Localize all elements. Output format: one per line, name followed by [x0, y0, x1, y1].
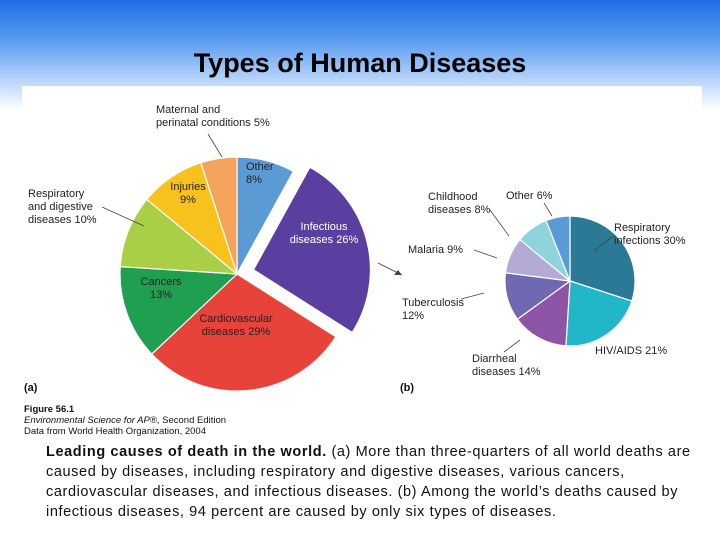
figure-source-line1: Environmental Science for AP®, Second Ed…	[24, 415, 226, 426]
pie-a-label-line: perinatal conditions 5%	[156, 117, 270, 129]
pie-a-label-injuries: Injuries 9%	[170, 181, 206, 206]
pie-a-label-infectious-diseases: Infectious diseases 26%	[290, 221, 359, 246]
pie-a-label-line: 8%	[246, 174, 262, 186]
pie-a-slice-respiratory-and-digestive-diseases	[119, 198, 239, 275]
zoom-arrow-head	[394, 270, 402, 275]
pie-b-label-line: diseases 8%	[428, 204, 491, 216]
pie-a-label-line: and digestive	[28, 201, 93, 213]
pie-b-label-respiratory-infections: Respiratory infections 30%	[614, 222, 686, 247]
pie-b-leader-childhood-diseases	[489, 209, 510, 237]
pie-b-label-hiv-aids: HIV/AIDS 21%	[595, 345, 667, 357]
pie-a-label-other: Other 8%	[246, 161, 274, 186]
panel-b-label: (b)	[400, 382, 414, 394]
pie-b-label-tuberculosis: Tuberculosis 12%	[402, 297, 464, 322]
pie-a-label-line: Respiratory	[28, 188, 85, 200]
pie-chart-b	[504, 215, 636, 347]
pie-a-label-line: Injuries	[170, 181, 206, 193]
pie-a-label-respiratory-and-digestive-diseases: Respiratory and digestive diseases 10%	[28, 188, 97, 226]
pie-b-leader-tuberculosis	[460, 292, 485, 300]
pie-a-leader-respiratory-and-digestive-diseases	[101, 206, 145, 227]
zoom-connector	[377, 262, 403, 276]
pie-b-slice-diarrheal-diseases	[516, 279, 571, 347]
source-book-title: Environmental Science for AP®	[24, 415, 157, 426]
panel-a-label: (a)	[24, 382, 38, 394]
pie-a-label-line: 9%	[180, 194, 196, 206]
pie-b-label-line: Diarrheal	[472, 353, 517, 365]
pie-b-label-line: infections 30%	[614, 235, 686, 247]
pie-a-slice-infectious-diseases	[252, 166, 372, 334]
pie-b-label-line: Malaria 9%	[408, 244, 463, 256]
pie-a-label-line: 13%	[150, 289, 172, 301]
caption-lead: Leading causes of death in the world.	[46, 444, 327, 460]
pie-b-leader-respiratory-infections	[593, 235, 614, 252]
pie-b-label-line: diseases 14%	[472, 366, 541, 378]
pie-b-leader-diarrheal-diseases	[503, 339, 521, 353]
pie-b-label-line: Respiratory	[614, 222, 671, 234]
figure-svg: Other 8% Infectious diseases 26% Cardiovascu…	[24, 104, 686, 437]
pie-a-label-line: diseases 29%	[202, 326, 271, 338]
pie-b-label-line: Other 6%	[506, 190, 553, 202]
caption: Leading causes of death in the world. (a…	[46, 442, 696, 522]
caption-body: (a) More than three-quarters of all worl…	[46, 444, 691, 520]
pie-chart-a	[119, 156, 372, 392]
pie-b-label-line: Tuberculosis	[402, 297, 464, 309]
pie-b-label-malaria: Malaria 9%	[408, 244, 463, 256]
slide-title: Types of Human Diseases	[193, 48, 527, 78]
pie-a-labels: Other 8% Infectious diseases 26% Cardiovascu…	[28, 104, 358, 338]
figure-source-line2: Data from World Health Organization, 200…	[24, 426, 206, 437]
pie-a-leader-maternal-and-perinatal-conditions	[207, 133, 223, 158]
figure-number: Figure 56.1	[24, 404, 75, 415]
pie-b-slice-respiratory-infections	[569, 215, 636, 302]
pie-b-slice-other	[545, 215, 571, 282]
pie-a-slice-maternal-and-perinatal-conditions	[200, 156, 238, 275]
pie-a-label-line: Maternal and	[156, 104, 220, 116]
pie-b-label-childhood-diseases: Childhood diseases 8%	[428, 191, 491, 216]
pie-b-label-diarrheal-diseases: Diarrheal diseases 14%	[472, 353, 541, 378]
pie-b-label-line: 12%	[402, 310, 424, 322]
pie-b-label-line: HIV/AIDS 21%	[595, 345, 667, 357]
figure: Other 8% Infectious diseases 26% Cardiovascu…	[22, 86, 702, 438]
pie-b-leader-other	[543, 202, 553, 217]
pie-a-slice-cardiovascular-diseases	[150, 273, 337, 392]
pie-a-slice-cancers	[119, 266, 239, 355]
pie-a-label-line: Infectious	[300, 221, 348, 233]
pie-a-label-line: Cardiovascular	[199, 313, 273, 325]
pie-a-label-line: diseases 10%	[28, 214, 97, 226]
pie-a-label-line: Cancers	[141, 276, 182, 288]
source-edition: , Second Edition	[157, 415, 226, 426]
pie-a-label-cancers: Cancers 13%	[141, 276, 182, 301]
pie-a-label-line: diseases 26%	[290, 234, 359, 246]
pie-a-label-cardiovascular-diseases: Cardiovascular diseases 29%	[199, 313, 273, 338]
pie-b-leader-malaria	[473, 249, 498, 259]
pie-a-label-line: Other	[246, 161, 274, 173]
pie-b-label-other: Other 6%	[506, 190, 553, 202]
pie-a-label-maternal-and-perinatal-conditions: Maternal and perinatal conditions 5%	[156, 104, 270, 129]
pie-b-slice-hiv-aids	[565, 280, 633, 347]
pie-b-labels: Respiratory infections 30% HIV/AIDS 21% Dia…	[402, 190, 686, 378]
pie-b-label-line: Childhood	[428, 191, 478, 203]
